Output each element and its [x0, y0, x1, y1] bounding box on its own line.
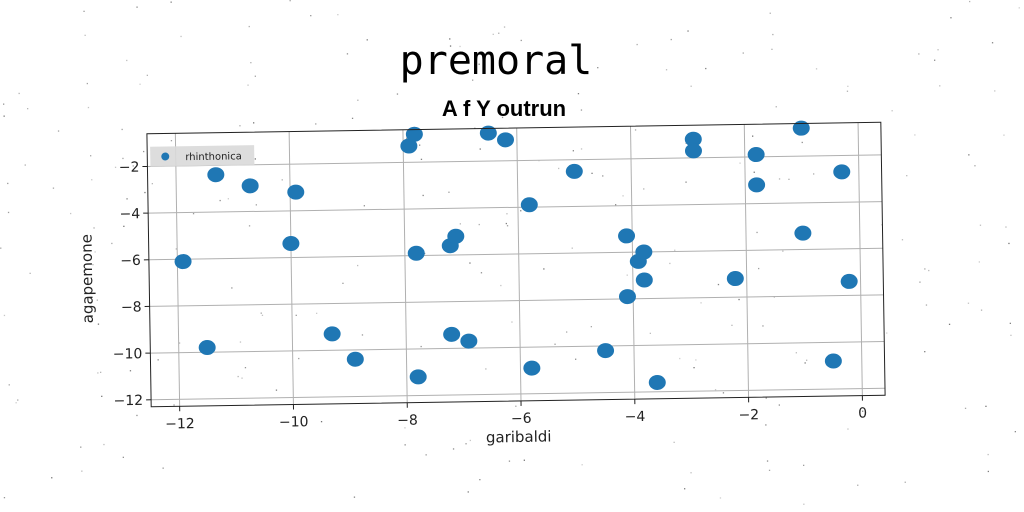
data-point [523, 360, 541, 376]
x-grid-line [743, 124, 750, 398]
data-point [833, 164, 851, 180]
legend: rhinthonica [150, 145, 255, 167]
data-point [460, 333, 478, 349]
grid-lines [147, 122, 886, 407]
legend-marker [161, 152, 170, 161]
x-tick-label: −6 [511, 411, 532, 427]
y-grid-line [150, 341, 885, 354]
y-grid-line [147, 154, 882, 167]
y-grid-line [151, 387, 886, 401]
data-point [407, 245, 425, 261]
axes-frame [146, 121, 886, 408]
x-tick-label: −8 [397, 413, 418, 429]
data-point [174, 254, 192, 270]
data-point [748, 177, 766, 193]
data-point [794, 225, 812, 241]
data-point [565, 163, 583, 179]
data-point [840, 273, 858, 289]
y-tick-label: −12 [113, 393, 143, 409]
data-point [447, 228, 465, 244]
data-point [282, 236, 300, 252]
data-point [479, 125, 497, 141]
data-point [747, 147, 765, 163]
data-point [497, 132, 515, 148]
scatter-points [174, 120, 858, 390]
data-point [684, 131, 702, 147]
legend-label: rhinthonica [185, 151, 242, 163]
y-axis-label: agapemone [77, 234, 96, 323]
data-point [635, 244, 653, 260]
data-point [287, 184, 305, 200]
plot-area: −12 −10 −8 −6 −4 −2 0 −12 −10 −8 −6 −4 −2 rhinthoni… [77, 120, 886, 446]
data-point [520, 197, 538, 213]
data-point [409, 369, 427, 385]
data-point [635, 272, 653, 288]
data-point [241, 178, 259, 194]
data-point [726, 271, 744, 287]
data-point [346, 351, 364, 367]
x-tick-label: −12 [165, 416, 195, 432]
data-point [824, 353, 842, 369]
x-tick-label: 0 [858, 406, 867, 422]
x-tick-label: −4 [625, 409, 646, 425]
y-tick-label: −6 [120, 253, 141, 269]
data-point [684, 143, 702, 159]
data-point [648, 374, 666, 390]
data-point [597, 343, 615, 359]
legend-box [150, 145, 255, 167]
y-grid-line [148, 247, 883, 261]
chart-subtitle: A f Y outrun [442, 96, 566, 121]
y-tick-label: −2 [119, 160, 140, 176]
data-point [792, 120, 810, 136]
x-grid-line [402, 129, 408, 403]
x-axis-label: garibaldi [486, 427, 552, 446]
data-point [618, 289, 636, 305]
x-grid-line [288, 131, 294, 405]
y-grid-line [148, 201, 883, 214]
x-tick-label: −2 [738, 407, 759, 423]
x-tick-label: −10 [279, 414, 309, 430]
data-point [400, 138, 418, 154]
data-point [618, 228, 636, 244]
data-point [323, 326, 341, 342]
x-grid-line [516, 127, 522, 401]
x-grid-line [857, 122, 863, 396]
x-grid-line [174, 133, 181, 407]
y-tick-label: −10 [113, 346, 143, 362]
data-point [198, 340, 216, 356]
data-point [405, 126, 423, 142]
y-grid-line [149, 294, 884, 307]
data-point [207, 167, 225, 183]
x-axis-ticks: −12 −10 −8 −6 −4 −2 0 [165, 395, 867, 433]
y-tick-label: −4 [119, 206, 140, 222]
data-point [443, 326, 461, 342]
y-axis-ticks: −12 −10 −8 −6 −4 −2 [113, 160, 152, 409]
chart-title: premoral [400, 38, 593, 84]
y-tick-label: −8 [121, 300, 142, 316]
